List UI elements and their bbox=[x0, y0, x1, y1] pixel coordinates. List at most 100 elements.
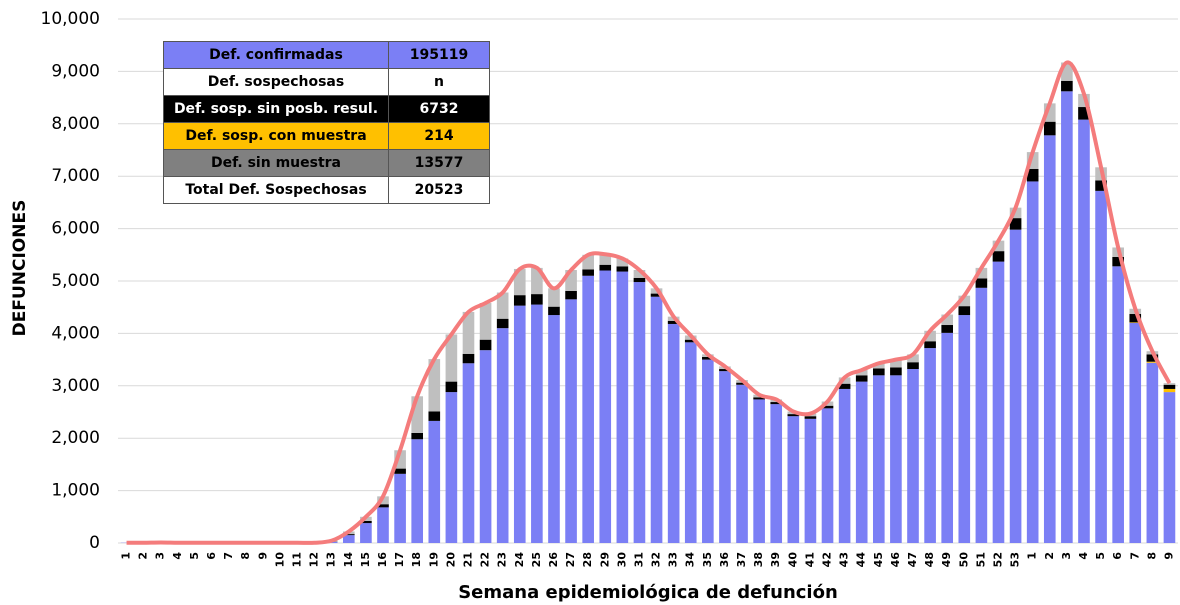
x-tick-label: 9 bbox=[1162, 552, 1175, 560]
bar-segment bbox=[513, 268, 526, 296]
bar-segment bbox=[975, 287, 988, 543]
x-axis-title: Semana epidemiológica de defunción bbox=[458, 582, 838, 603]
x-tick-label: 34 bbox=[684, 552, 697, 568]
bar-segment bbox=[462, 311, 475, 354]
x-tick-label: 5 bbox=[188, 552, 201, 560]
bar-segment bbox=[1009, 229, 1022, 543]
y-tick-label: 0 bbox=[89, 533, 100, 553]
bar-segment bbox=[941, 314, 954, 326]
bar-segment bbox=[1078, 107, 1090, 120]
bar-segment bbox=[1009, 218, 1022, 230]
bar-segment bbox=[360, 520, 372, 524]
bar-segment bbox=[702, 356, 714, 360]
bar-segment bbox=[907, 369, 919, 543]
bar-segment bbox=[667, 320, 680, 324]
bar-segment bbox=[1026, 152, 1039, 169]
bar-segment bbox=[1129, 314, 1142, 323]
x-tick-label: 16 bbox=[376, 552, 389, 568]
table-row: Def. sosp. sin posb. resul. 6732 bbox=[163, 95, 490, 123]
bar-segment bbox=[787, 414, 800, 417]
x-tick-label: 24 bbox=[513, 552, 526, 568]
x-tick-label: 14 bbox=[342, 552, 355, 568]
bar-segment bbox=[924, 330, 936, 342]
bar-segment bbox=[633, 269, 646, 278]
bar-segment bbox=[513, 295, 526, 306]
bar-segment bbox=[1061, 91, 1073, 543]
bar-segment bbox=[719, 369, 731, 372]
bar-segment bbox=[1163, 383, 1176, 385]
table-row: Def. sin muestra 13577 bbox=[163, 149, 490, 177]
y-tick-label: 2,000 bbox=[51, 428, 100, 448]
y-tick-label: 1,000 bbox=[51, 481, 100, 501]
bar-segment bbox=[890, 367, 902, 376]
bar-segment bbox=[992, 251, 1005, 262]
x-tick-label: 44 bbox=[855, 552, 868, 568]
bar-segment bbox=[958, 306, 971, 316]
x-tick-label: 39 bbox=[769, 552, 782, 567]
x-tick-label: 41 bbox=[803, 552, 816, 567]
x-tick-label: 6 bbox=[1111, 552, 1124, 560]
bar-segment bbox=[548, 288, 560, 307]
x-tick-label: 43 bbox=[838, 552, 851, 567]
x-tick-label: 10 bbox=[273, 552, 286, 568]
bar-segment bbox=[855, 370, 868, 376]
y-tick-label: 7,000 bbox=[51, 166, 100, 186]
bar-segment bbox=[1043, 121, 1056, 136]
bar-segment bbox=[787, 416, 800, 543]
bar-segment bbox=[1026, 181, 1039, 543]
summary-table: Def. confirmadas 195119 Def. sospechosas n D… bbox=[163, 41, 490, 204]
row-value: 6732 bbox=[388, 95, 490, 123]
bar-segment bbox=[377, 507, 389, 543]
bar-segment bbox=[548, 315, 560, 543]
bar-segment bbox=[513, 305, 526, 543]
x-tick-label: 11 bbox=[291, 552, 304, 567]
row-label: Def. sosp. con muestra bbox=[163, 122, 389, 150]
x-tick-label: 37 bbox=[735, 552, 748, 567]
row-value: n bbox=[388, 68, 490, 96]
bar-segment bbox=[958, 295, 971, 307]
row-label: Def. sin muestra bbox=[163, 149, 389, 177]
y-tick-label: 3,000 bbox=[51, 376, 100, 396]
bar-segment bbox=[1146, 354, 1159, 362]
bar-segment bbox=[531, 304, 543, 543]
bar-segment bbox=[855, 381, 868, 543]
y-tick-label: 10,000 bbox=[41, 9, 100, 29]
bar-segment bbox=[548, 306, 560, 316]
bar-segment bbox=[958, 315, 971, 543]
bar-segment bbox=[394, 473, 406, 543]
row-label: Def. confirmadas bbox=[163, 41, 389, 69]
bar-segment bbox=[804, 418, 817, 543]
bar-segment bbox=[411, 432, 424, 440]
y-axis-title: DEFUNCIONES bbox=[10, 200, 30, 337]
x-tick-label: 38 bbox=[752, 552, 765, 567]
x-tick-label: 7 bbox=[1128, 552, 1141, 560]
row-value: 214 bbox=[388, 122, 490, 150]
bar-segment bbox=[445, 381, 458, 393]
x-tick-label: 35 bbox=[701, 552, 714, 567]
bar-segment bbox=[462, 353, 475, 364]
bar-segment bbox=[1129, 322, 1142, 543]
table-row: Def. sosp. con muestra 214 bbox=[163, 122, 490, 150]
x-tick-label: 1 bbox=[120, 552, 133, 560]
bar-segment bbox=[411, 439, 424, 543]
x-tick-label: 4 bbox=[171, 552, 184, 560]
y-tick-label: 6,000 bbox=[51, 219, 100, 239]
bar-segment bbox=[394, 468, 406, 474]
x-tick-label: 3 bbox=[154, 552, 167, 560]
x-tick-label: 23 bbox=[496, 552, 509, 567]
bar-segment bbox=[1112, 266, 1124, 543]
bar-segment bbox=[479, 303, 492, 340]
bar-segment bbox=[650, 296, 663, 543]
bar-segment bbox=[890, 375, 902, 543]
bar-segment bbox=[565, 290, 577, 300]
bar-segment bbox=[753, 399, 765, 543]
row-value: 20523 bbox=[388, 176, 490, 204]
bar-segment bbox=[428, 359, 441, 412]
row-label: Def. sosp. sin posb. resul. bbox=[163, 95, 389, 123]
bar-segment bbox=[445, 334, 458, 382]
bar-segment bbox=[616, 266, 629, 272]
bar-segment bbox=[1061, 62, 1073, 81]
bar-segment bbox=[702, 359, 714, 543]
x-tick-label: 9 bbox=[256, 552, 269, 560]
x-tick-label: 4 bbox=[1077, 552, 1090, 560]
